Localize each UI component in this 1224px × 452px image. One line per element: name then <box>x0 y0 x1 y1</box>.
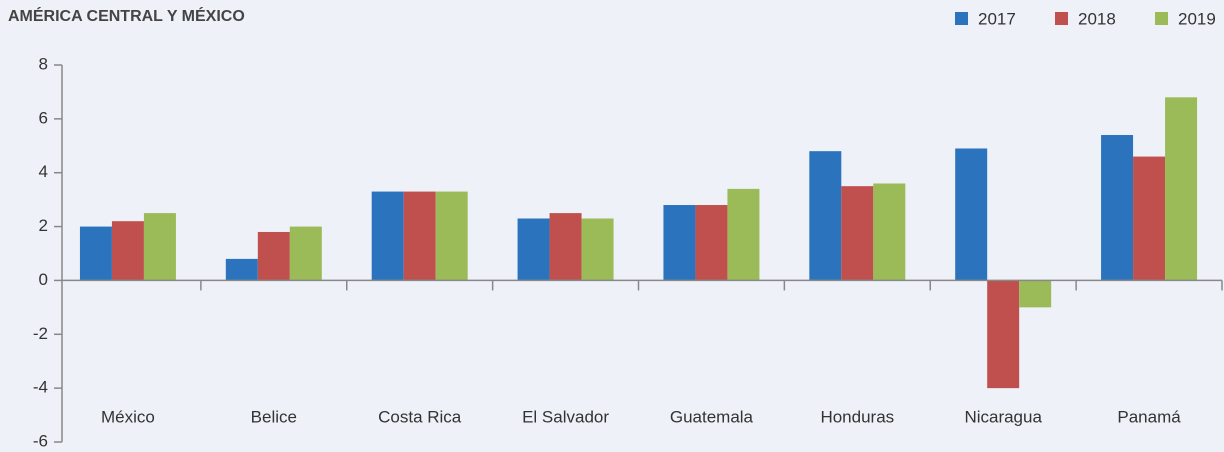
bar <box>727 188 760 281</box>
legend-swatch <box>1055 12 1068 25</box>
y-tick-label: 0 <box>39 270 48 289</box>
y-tick-label: -2 <box>33 324 48 343</box>
bar <box>403 191 436 281</box>
x-tick-label: Guatemala <box>670 407 754 426</box>
bar <box>435 191 468 281</box>
bar <box>809 151 842 281</box>
bar <box>987 280 1020 389</box>
bar <box>289 226 322 281</box>
legend-label: 2019 <box>1178 9 1216 28</box>
bar <box>873 183 906 281</box>
x-tick-label: Costa Rica <box>378 407 462 426</box>
bar <box>549 213 582 281</box>
x-tick-label: Panamá <box>1117 407 1181 426</box>
chart-title: AMÉRICA CENTRAL Y MÉXICO <box>8 6 245 25</box>
x-tick-label: El Salvador <box>522 407 609 426</box>
bar <box>581 218 614 281</box>
y-tick-label: 6 <box>39 108 48 127</box>
y-tick-label: 2 <box>39 216 48 235</box>
legend-swatch <box>955 12 968 25</box>
x-tick-label: Nicaragua <box>964 407 1042 426</box>
bar <box>143 213 176 281</box>
bar <box>695 205 728 281</box>
bar <box>663 205 696 281</box>
bar <box>1165 97 1198 281</box>
x-tick-label: Honduras <box>820 407 894 426</box>
bar <box>225 258 258 281</box>
bar <box>1019 280 1052 308</box>
bar <box>111 221 144 281</box>
bar <box>371 191 404 281</box>
legend-swatch <box>1155 12 1168 25</box>
x-tick-label: Belice <box>251 407 297 426</box>
bar <box>1133 156 1166 281</box>
y-tick-label: -6 <box>33 431 48 450</box>
bar <box>841 186 874 281</box>
legend-label: 2018 <box>1078 9 1116 28</box>
bar <box>517 218 550 281</box>
bar <box>257 231 290 281</box>
y-tick-label: 8 <box>39 54 48 73</box>
bar <box>79 226 112 281</box>
y-tick-label: 4 <box>39 162 48 181</box>
bar <box>1101 135 1134 281</box>
y-tick-label: -4 <box>33 378 48 397</box>
bar <box>955 148 988 281</box>
legend-label: 2017 <box>978 9 1016 28</box>
x-tick-label: México <box>101 407 155 426</box>
